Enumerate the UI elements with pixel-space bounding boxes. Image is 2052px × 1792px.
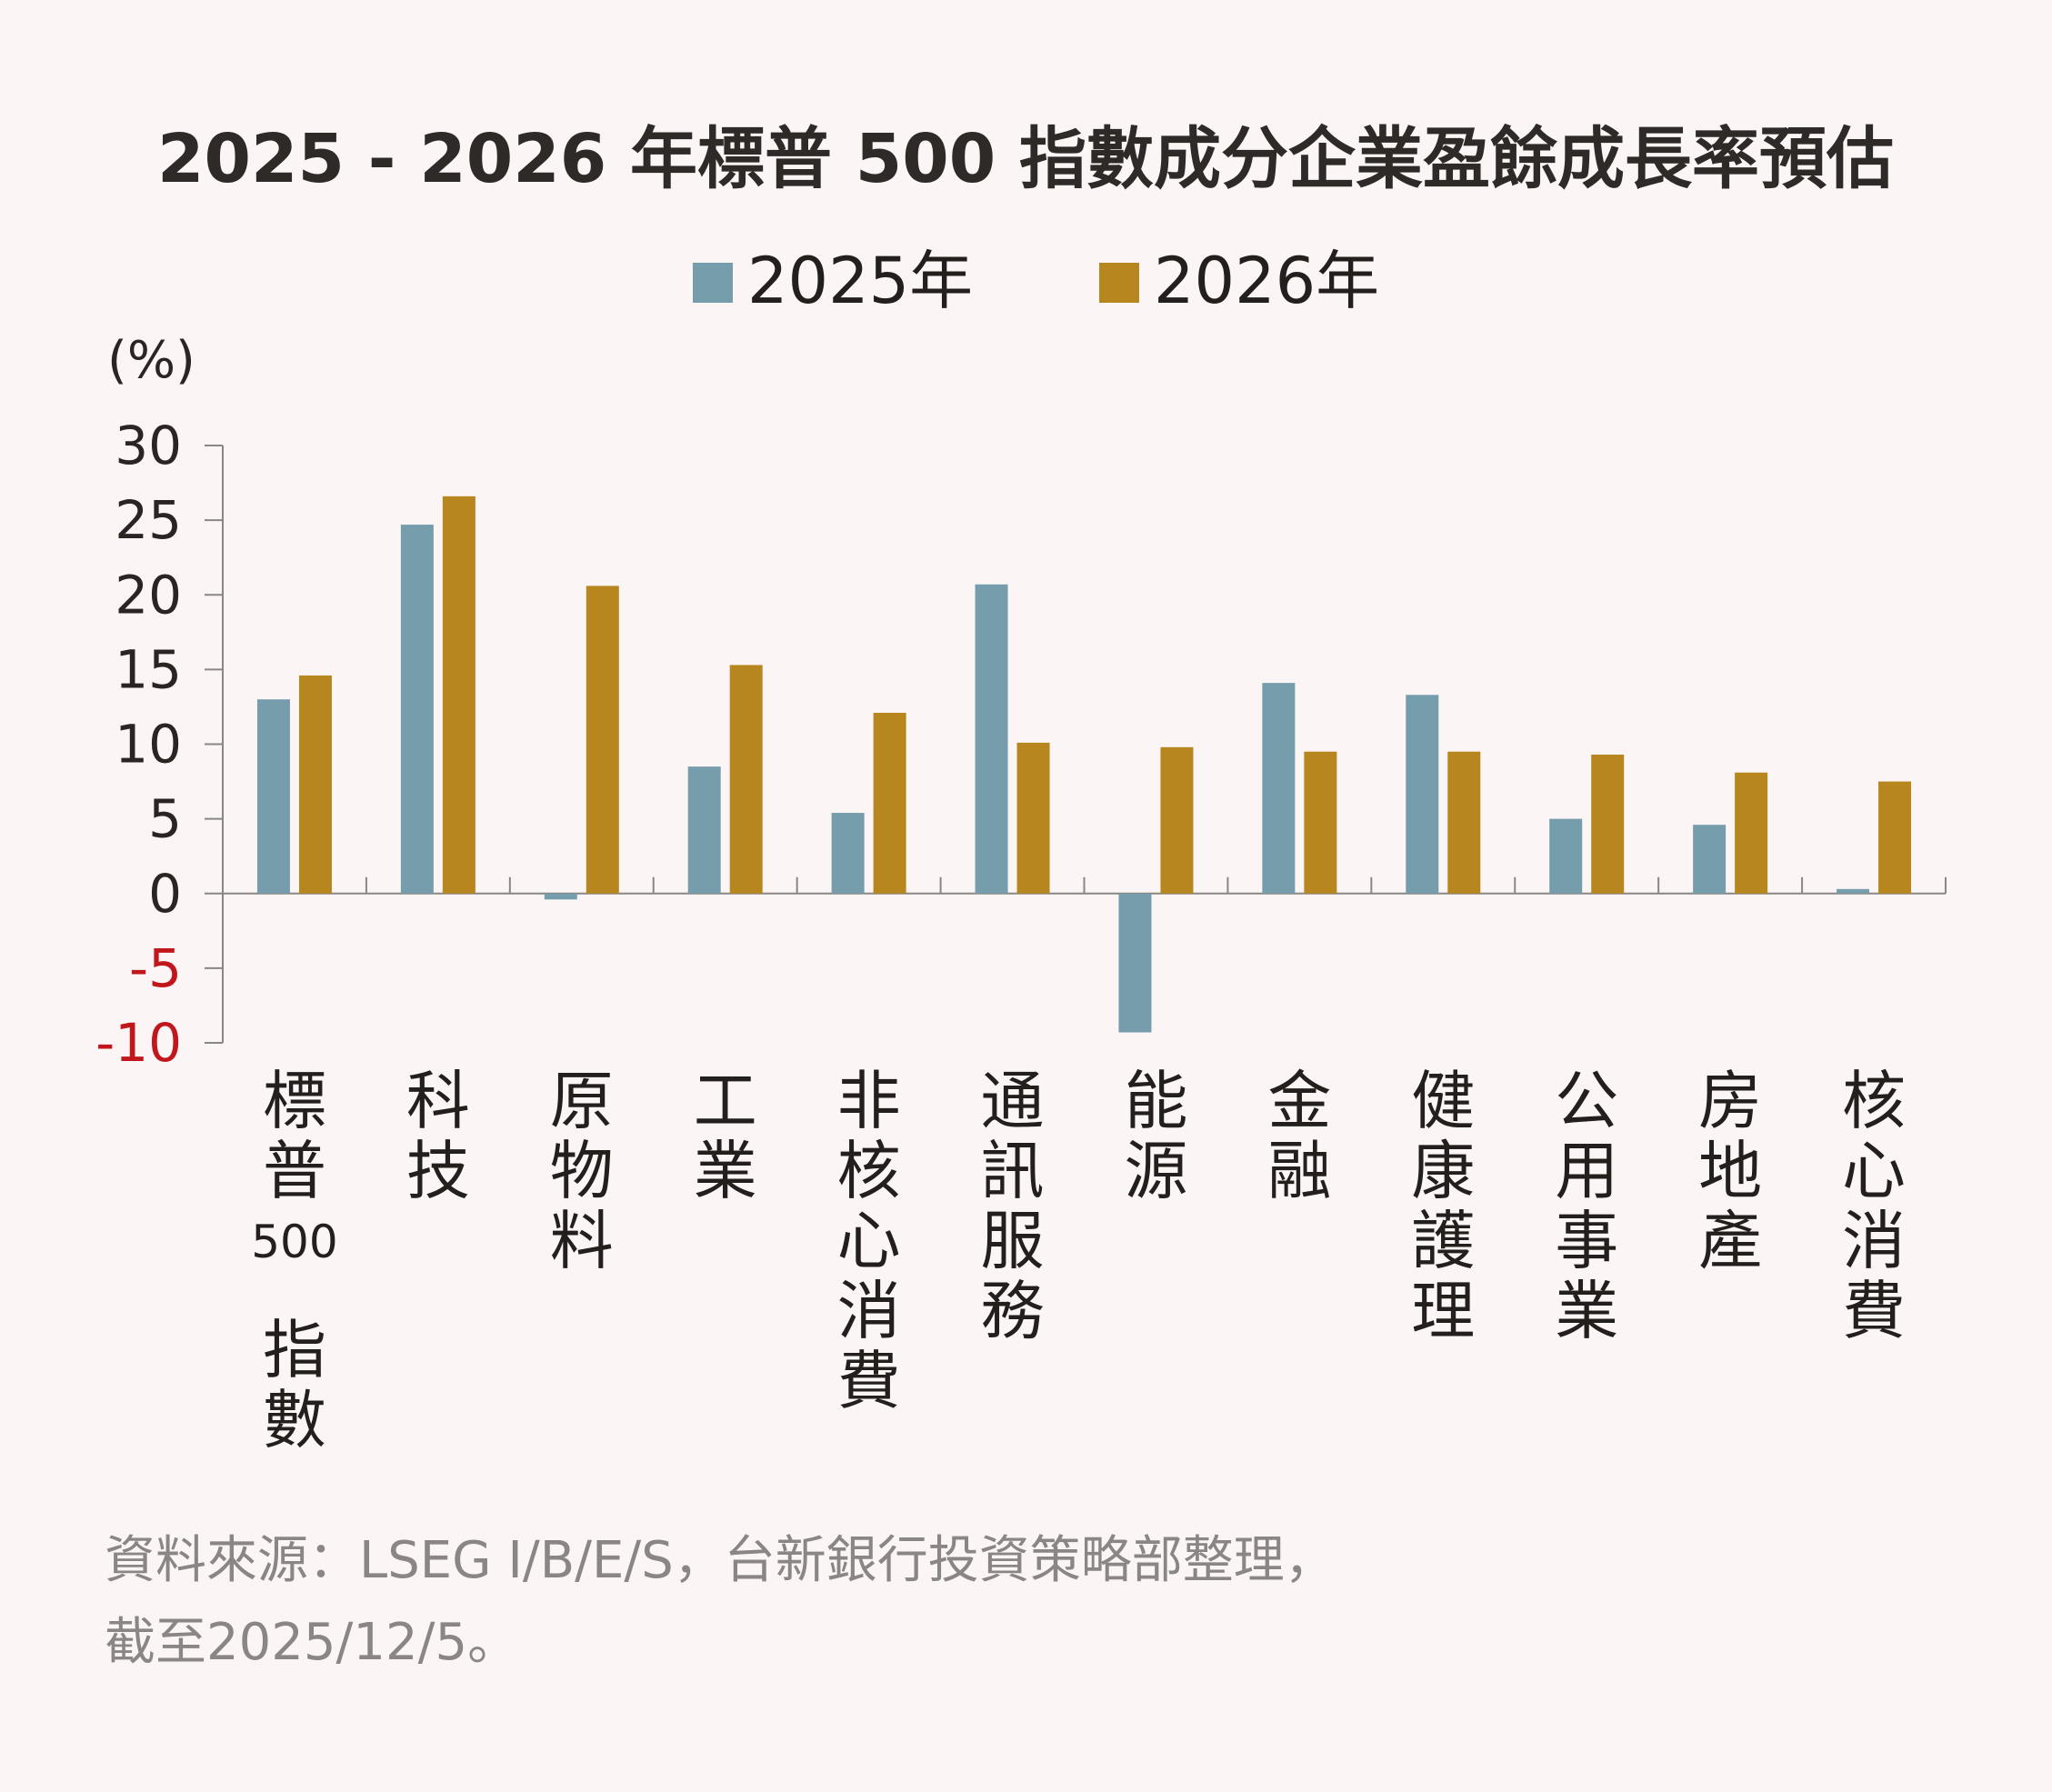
y-tick-label: 20 xyxy=(115,564,182,626)
bar-2026-2 xyxy=(442,496,475,894)
bar-2025-4 xyxy=(687,766,721,894)
y-tick-label: -10 xyxy=(95,1012,182,1074)
axes: 30 25 20 15 10 5 0 -5 -10 xyxy=(95,415,1947,1074)
bar-2026-10 xyxy=(1591,754,1625,894)
category-label-7: 能源 xyxy=(1124,1064,1187,1208)
source-line-2: 截至2025/12/5。 xyxy=(105,1613,518,1672)
bar-2025-1 xyxy=(256,699,290,894)
bar-2025-3 xyxy=(544,893,577,900)
bar-2026-6 xyxy=(1016,742,1050,894)
bar-2025-11 xyxy=(1693,825,1727,894)
bar-2025-10 xyxy=(1549,818,1583,894)
bar-2026-7 xyxy=(1160,746,1194,894)
category-label-3: 原物料 xyxy=(550,1064,614,1278)
bar-2025-6 xyxy=(975,584,1008,894)
bar-2025-9 xyxy=(1406,695,1439,894)
source-line-1: 資料來源：LSEG I/B/E/S，台新銀行投資策略部整理， xyxy=(105,1531,1336,1590)
category-label-10: 公用事業 xyxy=(1555,1064,1618,1348)
chart-title: 2025 - 2026 年標普 500 指數成分企業盈餘成長率預估 xyxy=(157,120,1894,198)
bar-2026-8 xyxy=(1304,751,1337,894)
y-tick-label: 15 xyxy=(115,638,182,700)
legend-label-1: 2025年 xyxy=(747,244,973,318)
bar-2026-5 xyxy=(873,713,906,894)
y-tick-label: 10 xyxy=(115,714,182,776)
y-tick-label: 0 xyxy=(148,863,182,925)
category-label-8: 金融 xyxy=(1267,1064,1331,1208)
bar-2025-2 xyxy=(400,525,434,894)
bar-2025-12 xyxy=(1837,888,1870,894)
y-tick-label: 30 xyxy=(115,415,182,476)
category-label-12: 核心消費 xyxy=(1842,1064,1906,1348)
bar-2025-8 xyxy=(1262,683,1296,894)
legend-label-2: 2026年 xyxy=(1154,244,1379,318)
category-label-11: 房地產 xyxy=(1698,1064,1762,1278)
y-tick-label: 5 xyxy=(148,788,182,850)
legend-swatch-1 xyxy=(693,263,733,303)
category-label-5: 非核心消費 xyxy=(837,1064,901,1418)
legend-swatch-2 xyxy=(1099,263,1139,303)
bar-2025-5 xyxy=(831,813,865,894)
bar-2026-11 xyxy=(1735,772,1768,894)
category-label-1: 標普 500 指數 xyxy=(251,1064,337,1457)
category-label-4: 工業 xyxy=(694,1064,757,1208)
bar-2026-4 xyxy=(729,665,763,894)
y-tick-label: -5 xyxy=(129,937,182,999)
bars xyxy=(256,496,1912,1033)
y-axis-unit-label: (%) xyxy=(107,331,195,390)
y-tick-label: 25 xyxy=(115,489,182,551)
bar-2026-12 xyxy=(1878,781,1912,894)
bar-2026-1 xyxy=(298,675,332,894)
bar-2026-9 xyxy=(1447,751,1481,894)
legend: 2025年 2026年 xyxy=(693,244,1379,318)
bar-2025-7 xyxy=(1118,893,1152,1033)
category-label-6: 通訊服務 xyxy=(981,1064,1045,1348)
category-label-9: 健康護理 xyxy=(1411,1064,1475,1348)
category-label-2: 科技 xyxy=(406,1064,470,1208)
bar-2026-3 xyxy=(586,586,619,894)
